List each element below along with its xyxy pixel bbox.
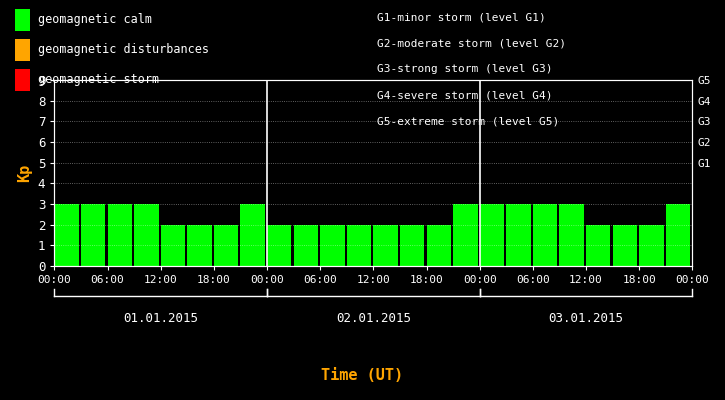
Bar xyxy=(426,225,451,266)
Text: G4-severe storm (level G4): G4-severe storm (level G4) xyxy=(377,90,552,100)
Text: 03.01.2015: 03.01.2015 xyxy=(549,312,624,324)
Bar xyxy=(506,204,531,266)
Text: G3-strong storm (level G3): G3-strong storm (level G3) xyxy=(377,64,552,74)
Text: G1-minor storm (level G1): G1-minor storm (level G1) xyxy=(377,12,546,22)
Bar xyxy=(347,225,371,266)
Bar xyxy=(107,204,132,266)
Text: geomagnetic disturbances: geomagnetic disturbances xyxy=(38,44,209,56)
Bar xyxy=(294,225,318,266)
Bar xyxy=(533,204,558,266)
Text: 02.01.2015: 02.01.2015 xyxy=(336,312,411,324)
Bar xyxy=(241,204,265,266)
Bar xyxy=(560,204,584,266)
Bar xyxy=(666,204,690,266)
Bar xyxy=(320,225,344,266)
Text: 01.01.2015: 01.01.2015 xyxy=(123,312,198,324)
Text: Time (UT): Time (UT) xyxy=(321,368,404,384)
Text: G2-moderate storm (level G2): G2-moderate storm (level G2) xyxy=(377,38,566,48)
Text: geomagnetic calm: geomagnetic calm xyxy=(38,14,152,26)
Bar xyxy=(373,225,398,266)
Text: G5-extreme storm (level G5): G5-extreme storm (level G5) xyxy=(377,116,559,126)
Y-axis label: Kp: Kp xyxy=(17,164,33,182)
Bar xyxy=(480,204,504,266)
Bar xyxy=(134,204,159,266)
Bar xyxy=(586,225,610,266)
Bar xyxy=(639,225,663,266)
Bar xyxy=(54,204,79,266)
Bar xyxy=(453,204,478,266)
Bar xyxy=(161,225,185,266)
Bar xyxy=(187,225,212,266)
Text: geomagnetic storm: geomagnetic storm xyxy=(38,74,159,86)
Bar xyxy=(267,225,291,266)
Bar xyxy=(400,225,424,266)
Bar xyxy=(81,204,105,266)
Bar xyxy=(214,225,239,266)
Bar xyxy=(613,225,637,266)
